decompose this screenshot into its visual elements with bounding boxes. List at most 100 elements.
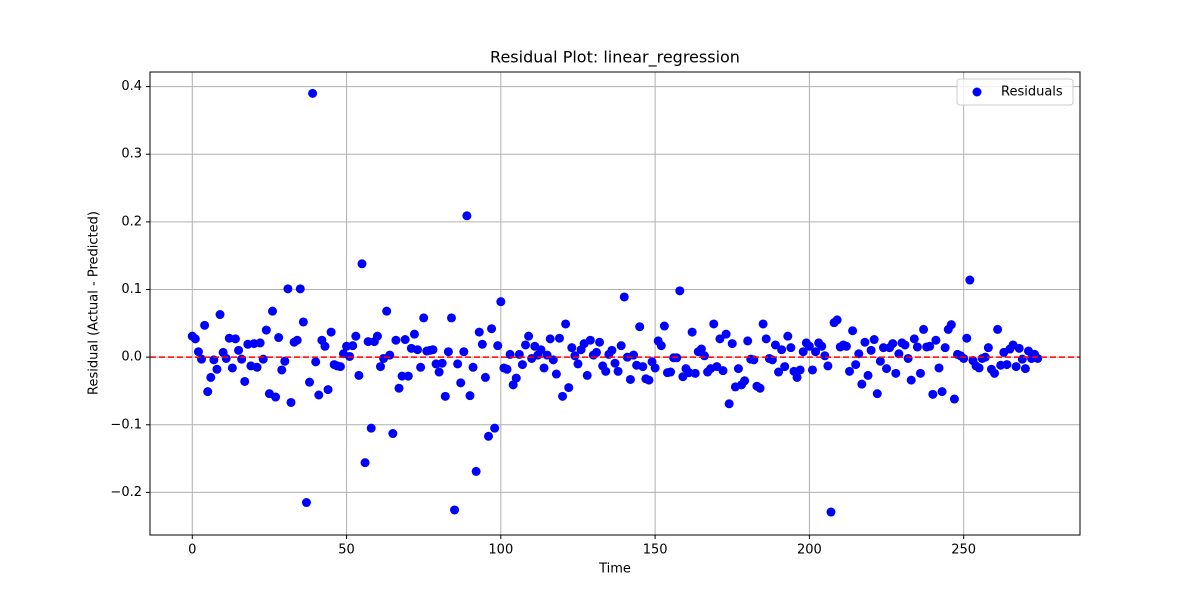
data-point <box>1002 360 1012 370</box>
data-point <box>348 341 358 351</box>
data-point <box>456 378 466 388</box>
data-point <box>980 352 990 362</box>
data-point <box>1033 353 1043 363</box>
data-point <box>931 335 941 345</box>
data-point <box>854 349 864 359</box>
data-point <box>314 390 324 400</box>
data-point <box>391 335 401 345</box>
data-point <box>354 370 364 380</box>
data-point <box>983 343 993 353</box>
data-point <box>832 315 842 325</box>
data-point <box>743 336 753 346</box>
y-tick-label: −0.2 <box>110 485 142 500</box>
data-point <box>619 292 629 302</box>
x-axis-label: Time <box>598 562 631 577</box>
data-point <box>928 389 938 399</box>
data-point <box>311 357 321 367</box>
data-point <box>487 324 497 334</box>
data-point <box>635 322 645 332</box>
data-point <box>564 383 574 393</box>
data-point <box>949 394 959 404</box>
data-point <box>638 362 648 372</box>
data-point <box>755 383 765 393</box>
data-point <box>483 431 493 441</box>
data-point <box>804 341 814 351</box>
data-point <box>915 368 925 378</box>
x-tick-label: 200 <box>797 543 822 558</box>
data-point <box>659 321 669 331</box>
data-point <box>1014 343 1024 353</box>
data-point <box>212 364 222 374</box>
data-point <box>783 331 793 341</box>
data-point <box>906 375 916 385</box>
data-point <box>1017 354 1027 364</box>
data-point <box>848 326 858 336</box>
data-point <box>437 358 447 368</box>
data-point <box>595 337 605 347</box>
data-point <box>650 363 660 373</box>
data-point <box>869 335 879 345</box>
data-point <box>940 343 950 353</box>
data-point <box>780 362 790 372</box>
data-point <box>888 339 898 349</box>
data-point <box>335 362 345 372</box>
data-point <box>252 362 262 372</box>
data-point <box>786 343 796 353</box>
data-point <box>400 335 410 345</box>
data-point <box>413 345 423 355</box>
data-point <box>375 362 385 372</box>
data-point <box>727 339 737 349</box>
data-point <box>585 335 595 345</box>
y-axis-label: Residual (Actual - Predicted) <box>87 211 102 395</box>
data-point <box>675 286 685 296</box>
data-point <box>363 337 373 347</box>
data-point <box>875 356 885 366</box>
data-point <box>511 373 521 383</box>
data-point <box>508 380 518 390</box>
data-point <box>193 347 203 357</box>
data-point <box>409 329 419 339</box>
data-point <box>215 310 225 320</box>
data-point <box>261 325 271 335</box>
data-point <box>305 377 315 387</box>
x-tick-label: 150 <box>643 543 668 558</box>
data-point <box>298 317 308 327</box>
data-point <box>882 364 892 374</box>
data-point <box>446 313 456 323</box>
data-point <box>959 353 969 363</box>
data-point <box>434 367 444 377</box>
data-point <box>607 345 617 355</box>
data-point <box>761 334 771 344</box>
data-point <box>443 347 453 357</box>
data-point <box>480 372 490 382</box>
data-point <box>551 369 561 379</box>
data-point <box>845 366 855 376</box>
data-point <box>471 466 481 476</box>
data-point <box>919 324 929 334</box>
data-point <box>403 371 413 381</box>
data-point <box>903 353 913 363</box>
data-point <box>474 327 484 337</box>
data-point <box>878 343 888 353</box>
data-point <box>629 350 639 360</box>
data-point <box>524 331 534 341</box>
data-point <box>221 353 231 363</box>
data-point <box>271 392 281 402</box>
x-tick-label: 50 <box>338 543 355 558</box>
data-point <box>240 376 250 386</box>
y-tick-label: −0.1 <box>110 417 142 432</box>
data-point <box>465 391 475 401</box>
data-point <box>283 284 293 294</box>
data-point <box>894 349 904 359</box>
data-point <box>416 362 426 372</box>
data-point <box>394 383 404 393</box>
data-point <box>388 429 398 439</box>
data-point <box>308 88 318 98</box>
data-point <box>536 345 546 355</box>
x-tick-label: 100 <box>488 543 513 558</box>
legend-box <box>956 78 1074 106</box>
data-point <box>644 375 654 385</box>
data-point <box>419 313 429 323</box>
